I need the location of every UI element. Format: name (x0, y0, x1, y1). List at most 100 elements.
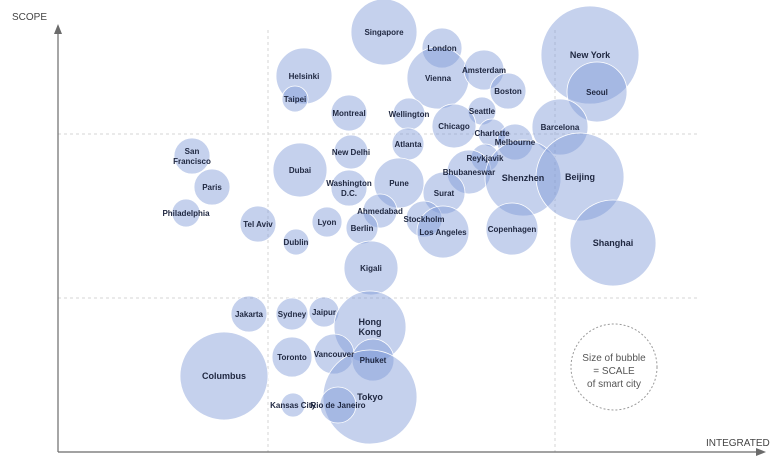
bubble-helsinki (275, 47, 333, 105)
bubble-label-jakarta: Jakarta (235, 310, 264, 319)
bubble-label-tokyo: Tokyo (357, 392, 383, 402)
bubble-label-montreal: Montreal (332, 109, 365, 118)
bubble-san-francisco (173, 137, 211, 175)
bubble-london (421, 27, 463, 69)
bubble-shanghai (569, 199, 657, 287)
grid-lines (58, 30, 700, 452)
bubble-label-seoul: Seoul (586, 88, 608, 97)
bubble-charlotte (477, 118, 507, 148)
bubbles-group (171, 0, 657, 445)
bubble-label-new-delhi: New Delhi (332, 148, 370, 157)
bubble-label-berlin: Berlin (351, 224, 374, 233)
bubble-label-chicago: Chicago (438, 122, 470, 131)
bubble-label-sydney: Sydney (278, 310, 307, 319)
bubble-label-ahmedabad: Ahmedabad (357, 207, 403, 216)
bubble-label-beijing: Beijing (565, 172, 595, 182)
bubble-label-bhubaneswar: Bhubaneswar (443, 168, 495, 177)
legend-dashed-circle (570, 323, 658, 411)
bubble-label-vienna: Vienna (425, 74, 452, 83)
bubble-tel-aviv (239, 205, 277, 243)
bubble-label-kigali: Kigali (360, 264, 382, 273)
y-axis-arrow-icon (54, 24, 62, 34)
bubble-label-new-york: New York (570, 50, 611, 60)
bubble-seoul (566, 61, 628, 123)
bubble-ahmedabad (362, 193, 398, 229)
legend-line-1: Size of bubble (582, 353, 646, 364)
bubble-label-hong-kong: Hong Kong (359, 317, 382, 337)
bubble-phuket (351, 338, 395, 382)
bubble-label-reykjavik: Reykjavik (467, 154, 504, 163)
bubble-chicago (431, 103, 477, 149)
bubble-lyon (311, 206, 343, 238)
bubble-label-amsterdam: Amsterdam (462, 66, 506, 75)
bubble-kansas-city (280, 392, 306, 418)
bubble-kigali (343, 240, 399, 296)
bubble-label-tel-aviv: Tel Aviv (243, 220, 273, 229)
bubble-label-rio-de-janeiro: Rio de Janeiro (310, 401, 365, 410)
bubble-label-toronto: Toronto (277, 353, 307, 362)
bubble-wellington (392, 97, 426, 131)
bubble-label-seattle: Seattle (469, 107, 496, 116)
legend-note: Size of bubble = SCALE of smart city (570, 323, 658, 411)
bubble-label-copenhagen: Copenhagen (488, 225, 537, 234)
bubble-taipei (281, 85, 309, 113)
bubble-label-shenzhen: Shenzhen (502, 173, 545, 183)
bubble-label-columbus: Columbus (202, 371, 246, 381)
bubble-label-melbourne: Melbourne (495, 138, 536, 147)
bubble-boston (489, 72, 527, 110)
bubble-jaipur (308, 296, 340, 328)
legend-line-3: of smart city (587, 379, 641, 390)
bubble-label-kansas-city: Kansas City (270, 401, 316, 410)
bubble-label-los-angeles: Los Angeles (419, 228, 467, 237)
bubble-melbourne (496, 123, 534, 161)
bubble-montreal (330, 94, 368, 132)
bubble-vienna (406, 46, 470, 110)
bubble-singapore (350, 0, 418, 66)
bubble-label-pune: Pune (389, 179, 409, 188)
bubble-philadelphia (171, 198, 201, 228)
bubble-label-lyon: Lyon (318, 218, 337, 227)
axes: SCOPE INTEGRATED (12, 12, 770, 456)
bubble-label-jaipur: Jaipur (312, 308, 336, 317)
x-axis-arrow-icon (756, 448, 766, 456)
bubble-vancouver (313, 333, 355, 375)
bubble-berlin (345, 211, 379, 245)
bubble-shenzhen (484, 139, 562, 217)
bubble-jakarta (230, 295, 268, 333)
bubble-label-dubai: Dubai (289, 166, 311, 175)
bubble-stockholm (405, 200, 443, 238)
bubble-paris (193, 168, 231, 206)
bubble-label-atlanta: Atlanta (394, 140, 422, 149)
bubble-label-wellington: Wellington (389, 110, 430, 119)
bubble-label-surat: Surat (434, 189, 455, 198)
bubble-reykjavik (470, 143, 500, 173)
bubble-label-singapore: Singapore (364, 28, 404, 37)
bubble-seattle (467, 96, 497, 126)
bubble-label-london: London (427, 44, 456, 53)
bubble-label-paris: Paris (202, 183, 222, 192)
bubble-new-delhi (333, 134, 369, 170)
bubble-label-washington-d-c: Washington D.C. (326, 179, 372, 198)
bubble-beijing (535, 132, 625, 222)
bubble-washington-d-c (330, 169, 368, 207)
bubble-label-vancouver: Vancouver (314, 350, 354, 359)
bubble-copenhagen (485, 202, 539, 256)
bubble-labels-group: Singapore London Vienna Amsterdam Boston New … (162, 28, 633, 410)
y-axis-label: SCOPE (12, 12, 47, 23)
bubble-label-dublin: Dublin (284, 238, 309, 247)
bubble-label-helsinki: Helsinki (289, 72, 320, 81)
bubble-dubai (272, 142, 328, 198)
bubble-rio-de-janeiro (319, 386, 357, 424)
x-axis-label: INTEGRATED (706, 438, 770, 449)
bubble-label-san-francisco: San Francisco (173, 147, 211, 166)
legend-line-2: = SCALE (593, 366, 635, 377)
bubble-los-angeles (416, 205, 470, 259)
bubble-dublin (282, 228, 310, 256)
bubble-label-shanghai: Shanghai (593, 238, 634, 248)
bubble-label-barcelona: Barcelona (541, 123, 580, 132)
bubble-sydney (275, 297, 309, 331)
bubble-label-philadelphia: Philadelphia (162, 209, 210, 218)
bubble-label-taipei: Taipei (284, 95, 307, 104)
bubble-label-phuket: Phuket (360, 356, 387, 365)
